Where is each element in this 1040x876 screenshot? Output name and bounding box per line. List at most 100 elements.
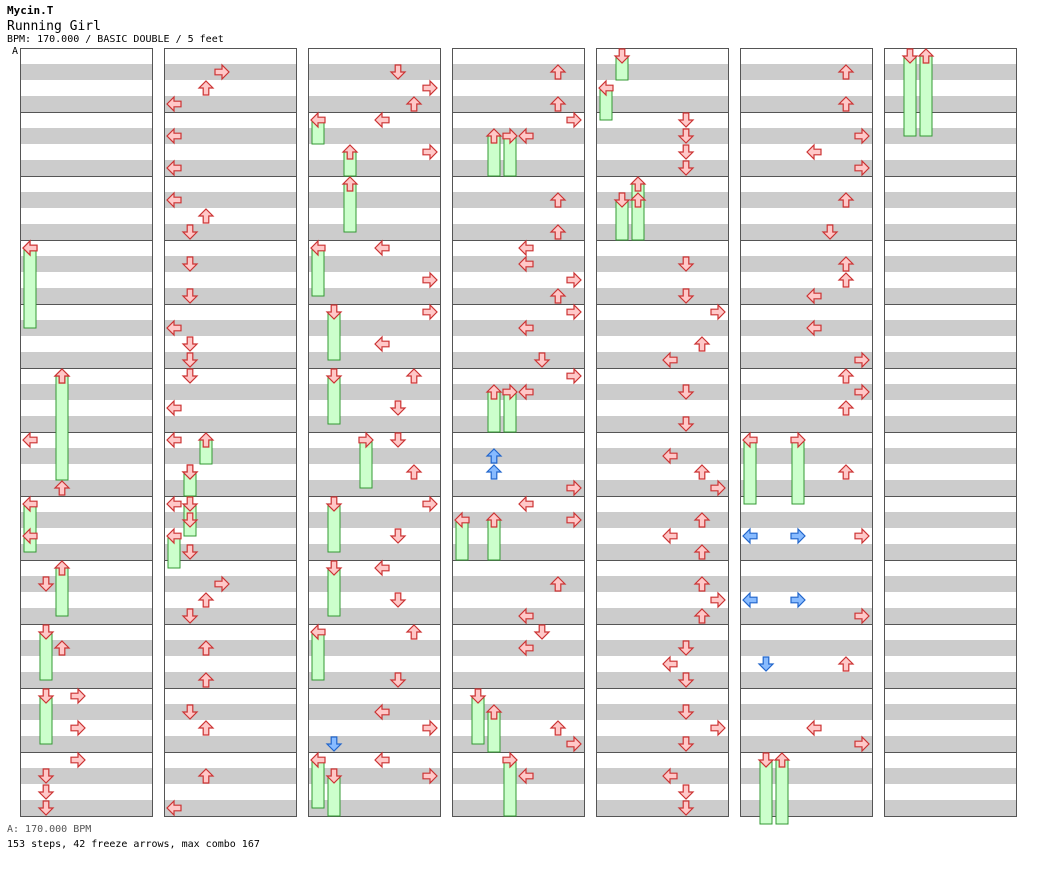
freeze-body xyxy=(919,55,933,137)
beat-stripe xyxy=(20,528,153,544)
beat-stripe xyxy=(452,464,585,480)
beat-stripe xyxy=(884,480,1017,496)
beat-stripe xyxy=(308,496,441,512)
beat-stripe xyxy=(884,768,1017,784)
step-arrow xyxy=(518,127,534,145)
beat-stripe xyxy=(20,576,153,592)
beat-stripe xyxy=(884,624,1017,640)
beat-stripe xyxy=(452,416,585,432)
beat-stripe xyxy=(308,576,441,592)
beat-stripe xyxy=(20,480,153,496)
beat-stripe xyxy=(740,176,873,192)
beat-stripe xyxy=(308,192,441,208)
step-arrow xyxy=(53,368,71,384)
step-arrow xyxy=(405,464,423,480)
step-arrow xyxy=(693,464,711,480)
freeze-head-arrow xyxy=(485,512,503,528)
beat-stripe xyxy=(164,208,297,224)
beat-stripe xyxy=(308,784,441,800)
beat-stripe xyxy=(20,272,153,288)
step-arrow xyxy=(837,64,855,80)
step-arrow xyxy=(566,111,582,129)
beat-stripe xyxy=(884,720,1017,736)
mine-arrow xyxy=(742,527,758,545)
beat-stripe xyxy=(884,368,1017,384)
beat-stripe xyxy=(740,752,873,768)
beat-stripe xyxy=(884,256,1017,272)
beat-stripe xyxy=(884,224,1017,240)
beat-stripe xyxy=(884,384,1017,400)
freeze-body xyxy=(903,55,917,137)
beat-stripe xyxy=(740,624,873,640)
beat-stripe xyxy=(308,768,441,784)
beat-stripe xyxy=(20,752,153,768)
beat-stripe xyxy=(740,464,873,480)
beat-stripe xyxy=(164,128,297,144)
beat-stripe xyxy=(164,608,297,624)
step-arrow xyxy=(837,96,855,112)
beat-stripe xyxy=(740,48,873,64)
step-arrow xyxy=(22,527,38,545)
beat-stripe xyxy=(596,784,729,800)
step-arrow xyxy=(662,447,678,465)
step-arrow xyxy=(422,143,438,161)
step-arrow xyxy=(422,79,438,97)
beat-stripe xyxy=(884,448,1017,464)
step-arrow xyxy=(181,224,199,240)
step-arrow xyxy=(566,303,582,321)
chart-info: BPM: 170.000 / BASIC DOUBLE / 5 feet xyxy=(7,34,224,45)
step-arrow xyxy=(549,288,567,304)
beat-stripe xyxy=(740,448,873,464)
beat-stripe xyxy=(308,320,441,336)
step-arrow xyxy=(22,431,38,449)
beat-stripe xyxy=(308,688,441,704)
beat-stripe xyxy=(884,176,1017,192)
beat-stripe xyxy=(164,432,297,448)
column-frame xyxy=(20,48,153,817)
beat-stripe xyxy=(596,544,729,560)
beat-stripe xyxy=(740,528,873,544)
beat-stripe xyxy=(164,720,297,736)
column-frame xyxy=(164,48,297,817)
beat-stripe xyxy=(164,496,297,512)
beat-stripe xyxy=(308,656,441,672)
step-arrow xyxy=(854,527,870,545)
beat-stripe xyxy=(596,240,729,256)
step-arrow xyxy=(677,128,695,144)
beat-stripe xyxy=(164,688,297,704)
step-arrow xyxy=(677,416,695,432)
beat-stripe xyxy=(452,736,585,752)
beat-stripe xyxy=(884,496,1017,512)
beat-stripe xyxy=(308,432,441,448)
artist: Mycin.T xyxy=(7,4,54,17)
freeze-head-arrow xyxy=(485,704,503,720)
step-arrow xyxy=(166,95,182,113)
step-arrow xyxy=(566,735,582,753)
beat-stripe xyxy=(20,672,153,688)
freeze-head-arrow xyxy=(310,239,326,257)
step-arrow xyxy=(854,607,870,625)
beat-stripe xyxy=(20,64,153,80)
beat-stripe xyxy=(884,80,1017,96)
step-arrow xyxy=(549,576,567,592)
freeze-head-arrow xyxy=(773,752,791,768)
beat-stripe xyxy=(308,48,441,64)
beat-stripe xyxy=(884,320,1017,336)
freeze-head-arrow xyxy=(22,495,38,513)
beat-stripe xyxy=(884,64,1017,80)
beat-stripe xyxy=(884,432,1017,448)
beat-stripe xyxy=(740,800,873,816)
beat-stripe xyxy=(164,192,297,208)
beat-stripe xyxy=(164,672,297,688)
freeze-head-arrow xyxy=(325,496,343,512)
step-arrow xyxy=(549,720,567,736)
beat-stripe xyxy=(308,672,441,688)
step-arrow xyxy=(677,640,695,656)
step-arrow xyxy=(389,672,407,688)
beat-stripe xyxy=(884,400,1017,416)
step-arrow xyxy=(70,751,86,769)
beat-stripe xyxy=(20,640,153,656)
step-arrow xyxy=(693,608,711,624)
beat-stripe xyxy=(740,400,873,416)
beat-stripe xyxy=(452,192,585,208)
